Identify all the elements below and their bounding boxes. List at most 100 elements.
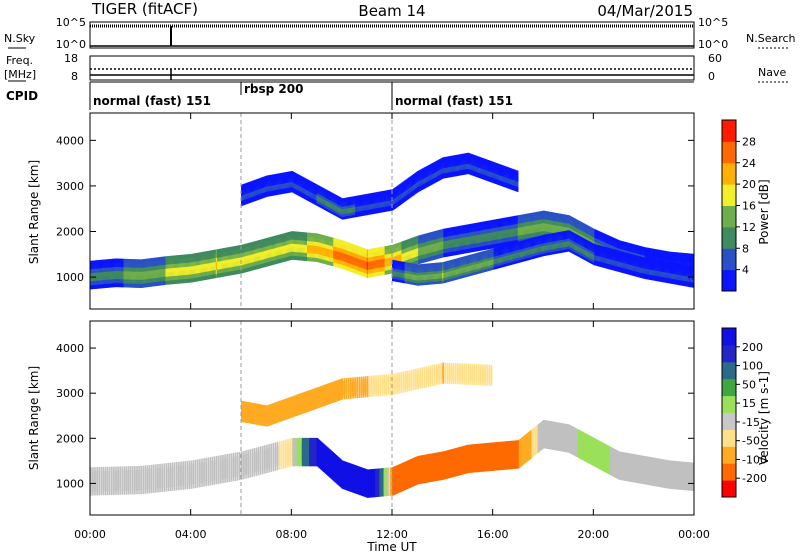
data-cell <box>556 213 559 222</box>
data-cell <box>632 243 634 253</box>
data-cell <box>508 244 511 253</box>
data-cell <box>515 242 518 251</box>
data-cell <box>595 244 598 253</box>
data-cell <box>251 241 254 251</box>
data-cell <box>534 237 537 246</box>
data-cell <box>247 243 249 252</box>
data-cell <box>648 248 651 257</box>
data-cell <box>223 248 225 257</box>
data-cell <box>573 233 576 242</box>
data-cell <box>238 245 241 254</box>
data-cell <box>430 232 433 241</box>
data-cell <box>536 236 539 246</box>
data-cell <box>517 215 520 224</box>
data-cell <box>94 260 96 269</box>
data-cell <box>290 231 292 240</box>
data-cell <box>227 247 230 256</box>
data-cell <box>530 212 533 222</box>
data-cell <box>459 225 461 235</box>
data-cell <box>151 257 154 267</box>
data-cell <box>689 253 692 263</box>
data-cell <box>356 245 358 255</box>
data-cell <box>519 241 522 250</box>
data-cell <box>626 242 629 252</box>
data-cell <box>501 246 503 255</box>
data-cell <box>249 242 252 252</box>
data-cell <box>304 232 307 241</box>
nsearch-tick-bottom: 10^0 <box>698 38 728 51</box>
data-cell <box>535 236 538 246</box>
data-cell <box>667 251 670 260</box>
data-cell <box>402 261 405 271</box>
data-cell <box>469 223 472 233</box>
data-cell <box>615 238 618 248</box>
data-cell <box>445 228 448 237</box>
data-cell <box>617 239 620 249</box>
data-cell <box>483 251 485 260</box>
data-cell <box>405 239 408 249</box>
data-cell <box>314 233 317 242</box>
data-cell <box>502 245 504 255</box>
data-cell <box>205 251 207 260</box>
data-cell <box>588 226 590 235</box>
data-cell <box>232 246 235 255</box>
data-cell <box>468 255 471 264</box>
data-cell <box>572 217 575 226</box>
data-cell <box>385 245 388 255</box>
data-cell <box>253 241 256 250</box>
data-cell <box>654 249 656 258</box>
data-cell <box>256 240 259 250</box>
data-cell <box>591 227 593 237</box>
data-cell <box>582 238 585 247</box>
data-cell <box>351 243 353 253</box>
data-cell <box>622 251 625 261</box>
data-cell <box>432 263 435 272</box>
data-cell <box>631 254 633 263</box>
data-cell <box>117 258 119 268</box>
data-cell <box>597 245 600 254</box>
nave-tick-bottom: 0 <box>708 70 715 83</box>
data-cell <box>294 231 297 240</box>
data-cell <box>635 255 637 264</box>
data-cell <box>388 245 391 254</box>
data-cell <box>562 231 565 240</box>
data-cell <box>125 258 128 268</box>
data-cell <box>519 214 522 224</box>
data-cell <box>393 244 395 253</box>
data-cell <box>677 252 679 261</box>
data-cell <box>401 241 404 250</box>
data-cell <box>577 220 580 229</box>
data-cell <box>427 263 430 272</box>
data-cell <box>663 250 666 260</box>
data-cell <box>424 263 427 273</box>
data-cell <box>484 221 486 230</box>
data-cell <box>123 258 126 268</box>
data-cell <box>397 242 399 252</box>
data-cell <box>129 259 132 268</box>
data-cell <box>101 259 104 269</box>
data-cell <box>303 232 306 241</box>
data-cell <box>414 263 416 273</box>
data-cell <box>683 252 686 262</box>
data-cell <box>292 231 295 240</box>
data-cell <box>363 248 366 257</box>
data-cell <box>598 231 601 240</box>
data-cell <box>580 237 583 246</box>
data-cell <box>324 235 327 245</box>
data-cell <box>298 231 301 241</box>
data-cell <box>168 255 171 265</box>
data-cell <box>549 211 551 221</box>
data-cell <box>506 244 508 254</box>
data-cell <box>554 212 557 222</box>
cpid-label: CPID <box>6 89 38 103</box>
data-cell <box>496 219 499 228</box>
data-cell <box>334 238 336 247</box>
data-cell <box>182 254 184 264</box>
data-cell <box>649 248 652 257</box>
data-cell <box>675 252 677 261</box>
data-cell <box>572 232 575 242</box>
data-cell <box>325 236 328 245</box>
data-cell <box>687 253 690 262</box>
data-cell <box>512 243 515 252</box>
